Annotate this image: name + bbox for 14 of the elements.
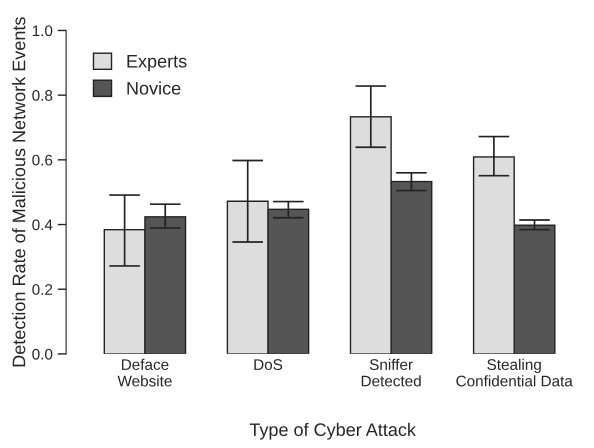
x-tick-label: Deface Website (118, 358, 172, 386)
y-tick-label: 0.6 (32, 154, 52, 166)
x-tick-label: DoS (254, 359, 282, 370)
x-tick-label: Stealing Confidential Data (456, 358, 573, 386)
x-tick-label: Sniffer Detected (362, 358, 421, 386)
y-tick-label: 1.0 (32, 25, 52, 36)
x-axis-title: Type of Cyber Attack (250, 422, 416, 440)
legend-label: Novice (127, 81, 180, 95)
y-tick-label: 0.4 (32, 219, 52, 230)
y-axis-title: Detection Rate of Malicious Network Events (12, 17, 26, 366)
legend-label: Experts (127, 55, 187, 72)
y-tick-label: 0.2 (32, 284, 52, 295)
y-tick-label: 0.0 (32, 348, 52, 360)
y-tick-label: 0.8 (32, 90, 52, 101)
